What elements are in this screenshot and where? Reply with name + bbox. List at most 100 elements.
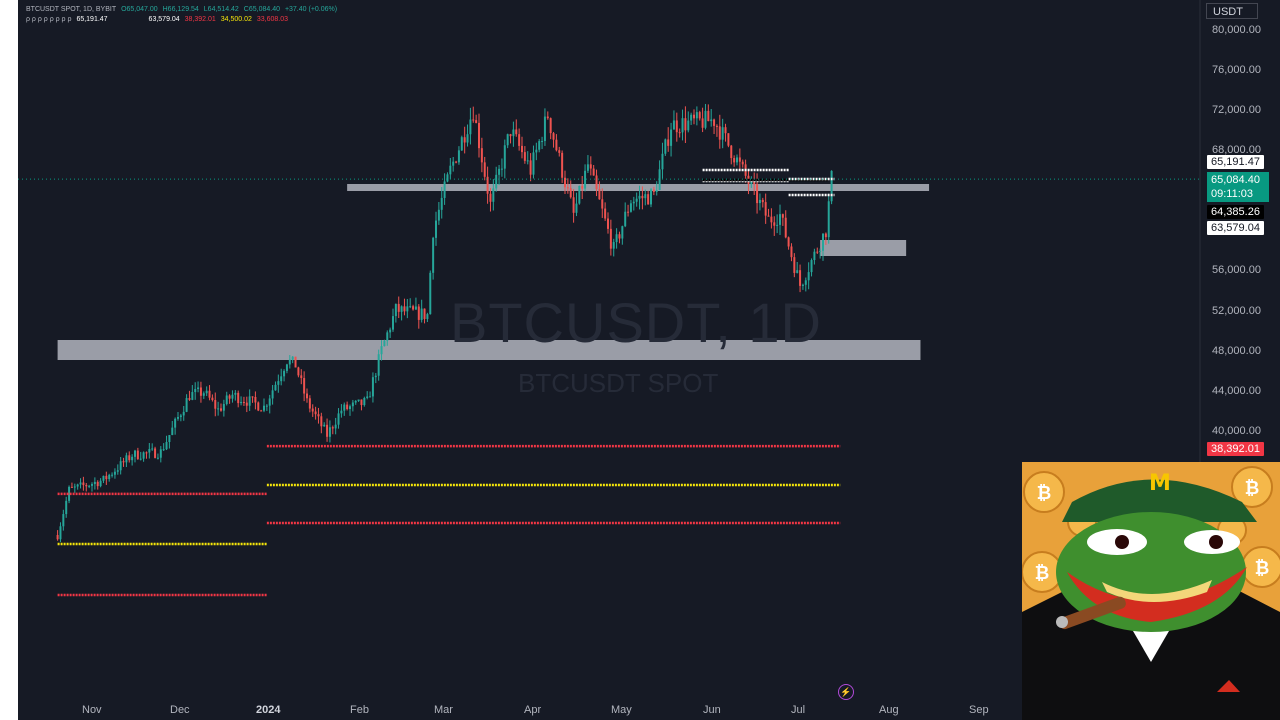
candle-body bbox=[478, 122, 480, 149]
candle-body bbox=[535, 149, 538, 153]
candle-body bbox=[116, 470, 119, 472]
lightning-icon[interactable]: ⚡ bbox=[838, 684, 854, 700]
candle-body bbox=[265, 405, 268, 407]
candle-body bbox=[515, 129, 518, 135]
candle-timer: 09:11:03 bbox=[1211, 188, 1254, 200]
candle-body bbox=[297, 367, 300, 376]
candle-body bbox=[581, 185, 584, 189]
candle-body bbox=[658, 169, 661, 191]
candle-body bbox=[604, 208, 607, 219]
candle-body bbox=[308, 398, 311, 409]
x-tick: Sep bbox=[969, 704, 989, 716]
candle-body bbox=[165, 442, 168, 450]
candle-body bbox=[409, 306, 412, 308]
candle-body bbox=[337, 413, 340, 425]
candle-body bbox=[652, 189, 655, 192]
candle-body bbox=[194, 388, 197, 393]
ohlc-header: BTCUSDT SPOT, 1D, BYBIT O65,047.00 H66,1… bbox=[26, 5, 340, 14]
candle-body bbox=[756, 184, 759, 204]
candle-body bbox=[526, 160, 529, 162]
candle-body bbox=[380, 346, 383, 355]
candle-body bbox=[371, 377, 374, 397]
candle-body bbox=[182, 411, 185, 416]
candle-body bbox=[578, 185, 581, 204]
candle-body bbox=[589, 164, 592, 169]
candle-body bbox=[185, 398, 188, 412]
candle-body bbox=[177, 417, 179, 419]
candle-body bbox=[452, 161, 455, 166]
candle-body bbox=[675, 120, 678, 133]
candle-body bbox=[88, 485, 91, 487]
candle-body bbox=[231, 394, 234, 399]
candle-body bbox=[288, 359, 291, 365]
candle-body bbox=[228, 395, 231, 399]
candle-body bbox=[787, 237, 790, 247]
candle-body bbox=[810, 260, 813, 273]
candle-body bbox=[664, 139, 667, 154]
candle-body bbox=[750, 180, 753, 184]
candle-body bbox=[346, 404, 349, 410]
candle-body bbox=[412, 306, 415, 310]
candle-body bbox=[154, 448, 157, 458]
candle-body bbox=[374, 375, 377, 378]
close-value: C65,084.40 bbox=[243, 6, 280, 13]
candle-body bbox=[512, 129, 515, 137]
price-label-5: 38,392.01 bbox=[1207, 442, 1264, 456]
candle-body bbox=[733, 158, 736, 163]
candle-body bbox=[824, 233, 827, 238]
svg-text:M: M bbox=[1149, 471, 1171, 496]
candle-body bbox=[369, 396, 372, 398]
candle-body bbox=[73, 486, 76, 488]
candle-body bbox=[437, 209, 440, 221]
candle-body bbox=[366, 396, 369, 398]
candle-body bbox=[483, 162, 486, 177]
candle-body bbox=[414, 306, 417, 310]
candle-body bbox=[687, 120, 690, 131]
candle-body bbox=[684, 118, 687, 131]
candle-body bbox=[248, 396, 251, 406]
candle-body bbox=[403, 306, 406, 312]
price-label-1: 65,191.47 bbox=[1207, 155, 1264, 169]
candle-body bbox=[690, 114, 693, 121]
candle-body bbox=[584, 170, 587, 189]
candle-body bbox=[724, 127, 727, 134]
candle-body bbox=[463, 137, 466, 143]
candle-body bbox=[148, 449, 151, 453]
symbol-label[interactable]: BTCUSDT SPOT, 1D, BYBIT bbox=[26, 6, 117, 13]
frog-meme-image: ₿ ₿ ₿ ₿ M bbox=[1022, 462, 1280, 720]
candle-body bbox=[764, 202, 767, 216]
x-tick: Mar bbox=[434, 704, 453, 716]
support-zone bbox=[820, 240, 907, 256]
indicator-dots[interactable]: ρ ρ ρ ρ ρ ρ ρ ρ bbox=[26, 16, 72, 23]
x-tick: Dec bbox=[170, 704, 190, 716]
candle-body bbox=[128, 455, 131, 461]
candle-body bbox=[251, 396, 254, 398]
candle-body bbox=[151, 448, 154, 450]
candle-body bbox=[142, 452, 145, 459]
candle-body bbox=[779, 214, 781, 225]
candle-body bbox=[197, 387, 200, 389]
candle-body bbox=[776, 224, 779, 226]
candle-body bbox=[205, 390, 208, 394]
candle-body bbox=[558, 150, 561, 153]
svg-text:₿: ₿ bbox=[1035, 563, 1050, 584]
candle-body bbox=[718, 126, 721, 140]
candle-body bbox=[354, 400, 357, 403]
candle-body bbox=[360, 399, 363, 406]
candle-body bbox=[796, 270, 799, 273]
candle-body bbox=[627, 211, 630, 213]
candle-body bbox=[102, 475, 105, 481]
currency-button[interactable]: USDT bbox=[1206, 3, 1258, 19]
candle-body bbox=[363, 397, 366, 406]
candle-body bbox=[541, 140, 544, 142]
candle-body bbox=[489, 193, 492, 202]
candle-body bbox=[93, 481, 96, 485]
candle-body bbox=[457, 150, 460, 163]
candle-body bbox=[767, 215, 770, 217]
ind-val-1: 65,191.47 bbox=[76, 16, 108, 23]
candle-body bbox=[495, 174, 498, 189]
candle-body bbox=[217, 408, 220, 410]
y-tick: 68,000.00 bbox=[1212, 144, 1261, 156]
candle-body bbox=[113, 471, 116, 475]
